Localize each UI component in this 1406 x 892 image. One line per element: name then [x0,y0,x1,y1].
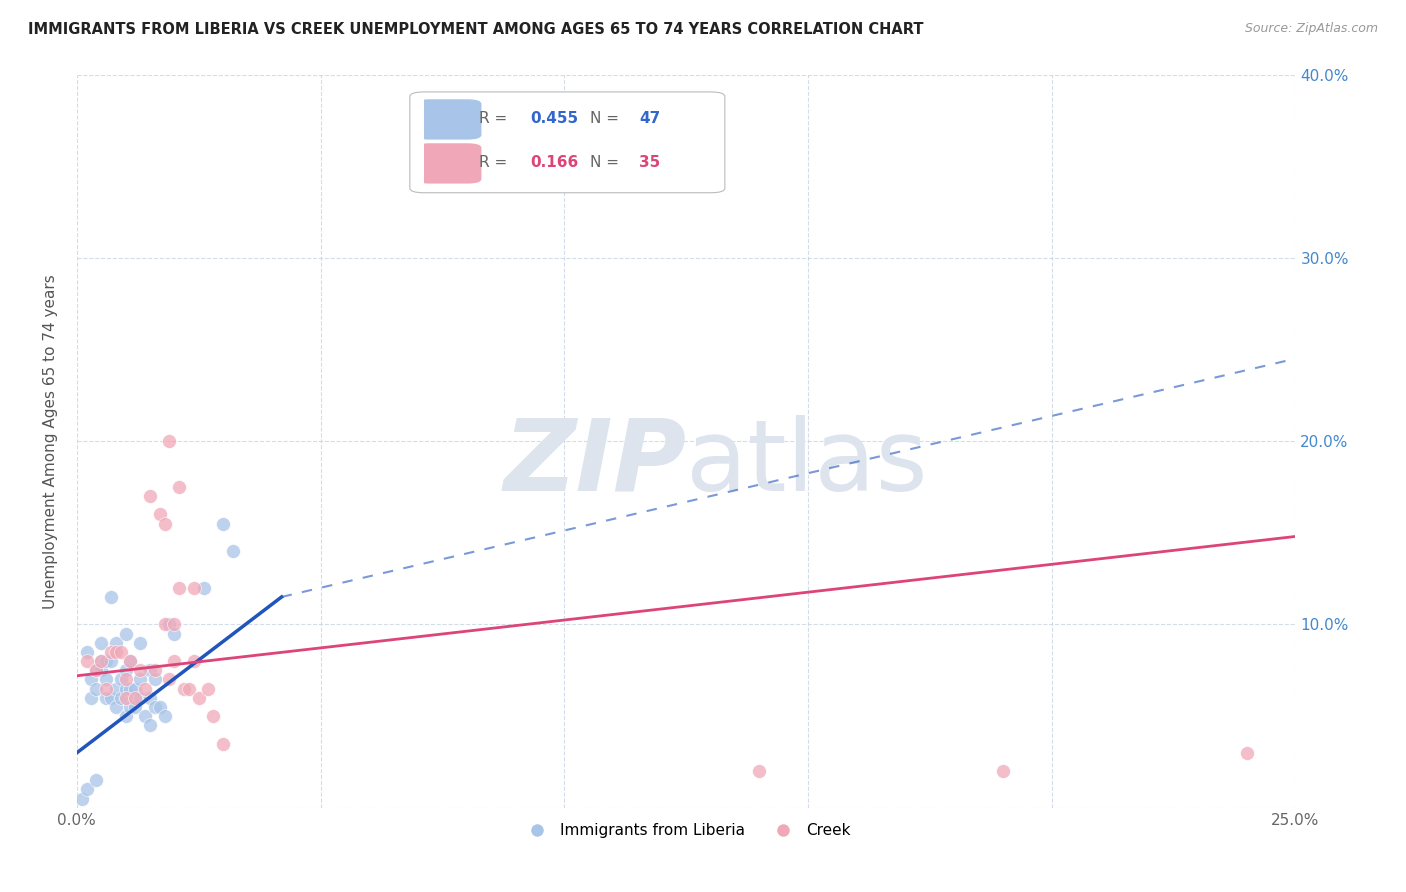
Point [187,690,209,705]
Point [90,636,112,650]
Point [212,516,235,531]
Point [124,700,146,714]
Point [183,654,205,668]
Point [80,690,103,705]
Point [76,645,98,659]
Point [173,681,195,696]
Point [110,690,132,705]
Point [86,663,108,677]
Point [139,663,162,677]
Point [114,626,136,640]
Point [86,681,108,696]
Point [104,681,127,696]
Point [143,673,166,687]
Point [139,690,162,705]
Point [197,681,219,696]
Text: Source: ZipAtlas.com: Source: ZipAtlas.com [1244,22,1378,36]
Point [110,673,132,687]
Point [94,681,117,696]
Point [94,690,117,705]
Point [86,663,108,677]
Point [143,700,166,714]
Point [991,764,1014,778]
Point [149,700,172,714]
Point [139,489,162,503]
Point [90,663,112,677]
Point [86,773,108,788]
Point [212,737,235,751]
Point [159,617,181,632]
Point [139,718,162,732]
Point [114,690,136,705]
Point [90,654,112,668]
Point [163,626,186,640]
Point [100,645,122,659]
Point [124,690,146,705]
Point [94,673,117,687]
Text: atlas: atlas [686,415,928,512]
Point [129,636,152,650]
Point [193,581,215,595]
Point [80,673,103,687]
Point [153,516,176,531]
Point [177,681,200,696]
Point [153,617,176,632]
Point [149,508,172,522]
Point [222,544,245,558]
Point [163,654,186,668]
Point [163,617,186,632]
Point [120,681,142,696]
Point [90,654,112,668]
Legend: Immigrants from Liberia, Creek: Immigrants from Liberia, Creek [516,817,856,844]
Point [183,581,205,595]
Point [114,709,136,723]
Text: ZIP: ZIP [503,415,686,512]
Point [104,636,127,650]
Y-axis label: Unemployment Among Ages 65 to 74 years: Unemployment Among Ages 65 to 74 years [44,274,58,608]
Point [100,590,122,604]
Point [134,681,156,696]
Point [100,654,122,668]
Point [134,709,156,723]
Point [129,690,152,705]
Point [120,654,142,668]
Point [1236,746,1258,760]
Point [159,434,181,449]
Point [104,645,127,659]
Point [110,645,132,659]
Point [159,673,181,687]
Point [76,782,98,797]
Point [114,673,136,687]
Point [120,654,142,668]
Point [129,663,152,677]
Point [153,709,176,723]
Point [120,700,142,714]
Point [114,681,136,696]
Point [114,663,136,677]
Point [202,709,225,723]
Point [129,673,152,687]
Point [76,654,98,668]
Point [100,690,122,705]
Point [167,581,190,595]
Point [104,700,127,714]
Point [124,681,146,696]
Point [167,480,190,494]
Point [94,654,117,668]
Point [70,791,93,805]
Point [748,764,770,778]
Point [143,663,166,677]
Text: IMMIGRANTS FROM LIBERIA VS CREEK UNEMPLOYMENT AMONG AGES 65 TO 74 YEARS CORRELAT: IMMIGRANTS FROM LIBERIA VS CREEK UNEMPLO… [28,22,924,37]
